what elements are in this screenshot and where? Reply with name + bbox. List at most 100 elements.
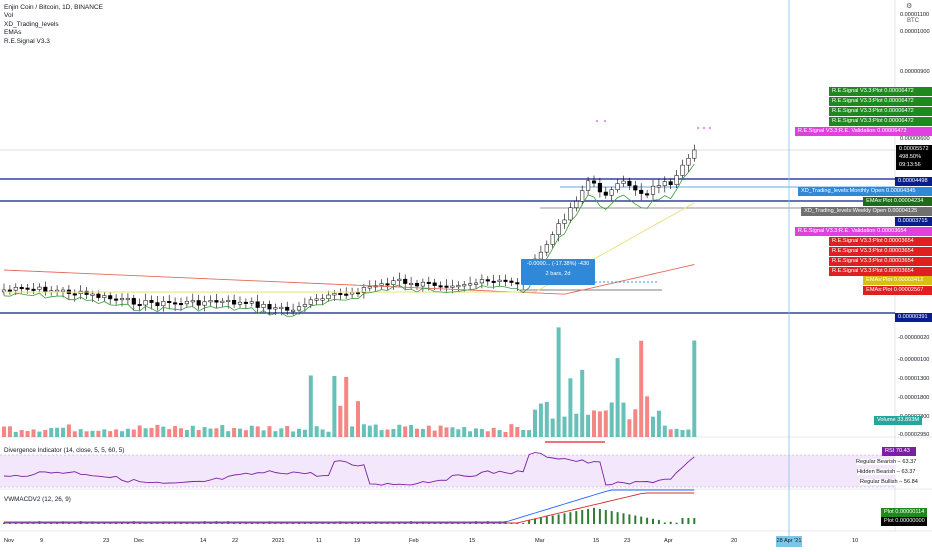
macd-histogram-bar	[569, 512, 572, 524]
volume-axis-label: -0.00000100	[898, 357, 930, 363]
candle	[414, 282, 420, 287]
candle	[31, 288, 36, 291]
volume-bar	[202, 427, 207, 437]
price-tag-value: 0.00006472	[875, 128, 907, 134]
volume-bar	[90, 430, 95, 437]
candle	[273, 307, 278, 310]
volume-bar	[350, 426, 355, 437]
volume-bar	[49, 428, 54, 437]
macd-histogram-bar	[598, 508, 601, 524]
volume-bar	[479, 428, 484, 437]
price-tag-value: 0.00003654	[882, 268, 914, 274]
volume-bar	[356, 401, 360, 437]
bar-countdown: 09:13:56	[899, 162, 921, 168]
candle	[25, 287, 30, 290]
candle	[591, 180, 597, 184]
time-axis-label: 23	[103, 538, 110, 544]
macd-histogram-bar	[528, 519, 531, 524]
price-tag-label: XD_Trading_levels:Weekly Open	[804, 208, 887, 214]
candle	[220, 300, 225, 303]
legend-resignal[interactable]: R.E.Signal V3.3	[4, 37, 50, 45]
volume-bar	[173, 426, 178, 437]
volume-bar	[2, 426, 6, 437]
candle	[84, 290, 89, 295]
signal-dot	[651, 281, 653, 283]
candle	[167, 301, 172, 304]
volume-bar	[651, 416, 655, 437]
volume-bar	[161, 426, 166, 437]
candle	[102, 295, 107, 298]
volume-bar	[344, 376, 349, 437]
legend-emas[interactable]: EMAs	[4, 29, 22, 37]
volume-bar	[474, 428, 478, 437]
candle	[261, 304, 266, 308]
volume-bar	[167, 429, 172, 437]
macd-tag-value: 0.00000114	[895, 509, 925, 515]
price-tag-label: R.E.Signal V3.3:Plot	[832, 248, 883, 254]
candle	[232, 299, 237, 305]
volume-bar	[120, 431, 124, 437]
volume-bar	[273, 431, 278, 437]
price-tag: R.E.Signal V3.3:R.E. Validation 0.000036…	[794, 227, 932, 236]
ema-slow-line	[3, 264, 695, 295]
volume-bar	[397, 424, 402, 437]
candle	[308, 299, 313, 305]
volume-bar	[592, 410, 596, 437]
macd-pane-title[interactable]: VWMACDV2 (12, 26, 9)	[4, 496, 71, 503]
candle	[656, 185, 661, 188]
volume-bar	[149, 427, 154, 437]
current-price: 0.00005572	[899, 146, 929, 152]
candle	[621, 180, 626, 184]
candle	[645, 193, 650, 196]
rsi-row-value: 56.84	[903, 479, 918, 485]
volume-bar	[491, 427, 496, 437]
candle	[385, 283, 390, 286]
price-tag-label: R.E.Signal V3.3:Plot	[832, 258, 883, 264]
symbol-title[interactable]: Enjin Coin / Bitcoin, 1D, BINANCE	[4, 4, 103, 11]
candle	[125, 298, 130, 301]
volume-bar	[131, 429, 136, 437]
candle	[155, 302, 160, 307]
volume-tag-label: Volume	[877, 417, 896, 423]
candle	[196, 300, 201, 306]
price-tag: XD_Trading_levels:Weekly Open 0.00004125	[801, 207, 932, 216]
price-tag: 0.00004498	[895, 177, 932, 186]
volume-bar	[574, 413, 579, 437]
price-tag-value: 0.00006472	[882, 118, 914, 124]
candle	[43, 286, 48, 293]
macd-histogram-bar	[640, 516, 643, 524]
settings-icon[interactable]: ⚙	[906, 3, 913, 10]
volume-bar	[556, 327, 561, 437]
candle	[302, 304, 307, 307]
volume-bar	[379, 430, 384, 437]
macd-tag: Plot 0.00000114	[881, 508, 927, 517]
candle	[291, 309, 296, 312]
macd-histogram-bar	[534, 518, 536, 524]
time-axis-label: 15	[593, 538, 600, 544]
volume-bar	[308, 375, 313, 437]
validation-dot	[703, 127, 705, 129]
rsi-tag: RSI 70.43	[882, 447, 916, 456]
measure-tooltip[interactable]: -0.0000... (-17.38%) -430 2 bars, 2d	[521, 259, 595, 285]
candle	[397, 278, 402, 281]
candle	[279, 306, 284, 309]
rsi-row-label: Regular Bearish	[856, 459, 897, 465]
legend-vol[interactable]: Vol	[4, 12, 14, 20]
volume-bar	[550, 418, 555, 437]
volume-bar	[538, 403, 543, 437]
volume-bar	[184, 429, 189, 437]
volume-bar	[143, 428, 148, 437]
candle	[538, 251, 543, 260]
signal-dot	[635, 281, 637, 283]
price-tag-value: 0.00004234	[892, 198, 924, 204]
volume-bar	[291, 431, 296, 437]
signal-dot	[627, 281, 629, 283]
legend-trading-levels[interactable]: XD_Trading_levels	[4, 20, 59, 28]
volume-bar	[692, 340, 697, 437]
volume-bar	[179, 428, 183, 437]
volume-bar	[609, 402, 614, 437]
time-axis-label: 20	[731, 538, 738, 544]
rsi-pane-title[interactable]: Divergence Indicator (14, close, 5, 5, 6…	[4, 447, 125, 454]
